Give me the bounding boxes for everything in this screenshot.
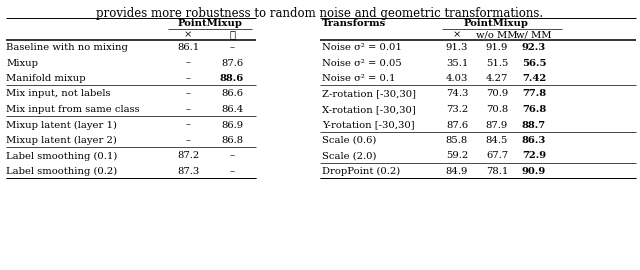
Text: 4.03: 4.03 (446, 74, 468, 83)
Text: 88.6: 88.6 (220, 74, 244, 83)
Text: Label smoothing (0.2): Label smoothing (0.2) (6, 167, 117, 176)
Text: Scale (2.0): Scale (2.0) (322, 151, 376, 160)
Text: –: – (186, 59, 191, 68)
Text: 84.5: 84.5 (486, 136, 508, 145)
Text: 86.4: 86.4 (221, 105, 243, 114)
Text: ×: × (453, 30, 461, 39)
Text: 87.2: 87.2 (177, 151, 199, 160)
Text: Z-rotation [-30,30]: Z-rotation [-30,30] (322, 89, 416, 99)
Text: 78.1: 78.1 (486, 167, 508, 176)
Text: 90.9: 90.9 (522, 167, 546, 176)
Text: w/ MM: w/ MM (516, 30, 552, 39)
Text: Noise σ² = 0.01: Noise σ² = 0.01 (322, 43, 402, 52)
Text: Scale (0.6): Scale (0.6) (322, 136, 376, 145)
Text: 84.9: 84.9 (446, 167, 468, 176)
Text: Mix input, not labels: Mix input, not labels (6, 89, 111, 99)
Text: DropPoint (0.2): DropPoint (0.2) (322, 167, 400, 176)
Text: 76.8: 76.8 (522, 105, 546, 114)
Text: Mixup: Mixup (6, 59, 38, 68)
Text: Mix input from same class: Mix input from same class (6, 105, 140, 114)
Text: 86.6: 86.6 (221, 89, 243, 99)
Text: –: – (186, 120, 191, 130)
Text: 88.7: 88.7 (522, 120, 546, 130)
Text: –: – (186, 105, 191, 114)
Text: PointMixup: PointMixup (177, 19, 243, 29)
Text: –: – (186, 74, 191, 83)
Text: Noise σ² = 0.1: Noise σ² = 0.1 (322, 74, 396, 83)
Text: 86.9: 86.9 (221, 120, 243, 130)
Text: 67.7: 67.7 (486, 151, 508, 160)
Text: 59.2: 59.2 (446, 151, 468, 160)
Text: 86.8: 86.8 (221, 136, 243, 145)
Text: –: – (186, 89, 191, 99)
Text: 87.3: 87.3 (177, 167, 199, 176)
Text: 72.9: 72.9 (522, 151, 546, 160)
Text: PointMixup: PointMixup (463, 19, 528, 29)
Text: 56.5: 56.5 (522, 59, 547, 68)
Text: 77.8: 77.8 (522, 89, 546, 99)
Text: –: – (186, 136, 191, 145)
Text: 51.5: 51.5 (486, 59, 508, 68)
Text: –: – (230, 151, 234, 160)
Text: –: – (230, 43, 234, 52)
Text: Mixup latent (layer 2): Mixup latent (layer 2) (6, 136, 117, 145)
Text: 85.8: 85.8 (446, 136, 468, 145)
Text: provides more robustness to random noise and geometric transformations.: provides more robustness to random noise… (97, 7, 543, 20)
Text: 87.6: 87.6 (221, 59, 243, 68)
Text: Noise σ² = 0.05: Noise σ² = 0.05 (322, 59, 402, 68)
Text: Y-rotation [-30,30]: Y-rotation [-30,30] (322, 120, 415, 130)
Text: 91.9: 91.9 (486, 43, 508, 52)
Text: X-rotation [-30,30]: X-rotation [-30,30] (322, 105, 416, 114)
Text: 70.9: 70.9 (486, 89, 508, 99)
Text: Mixup latent (layer 1): Mixup latent (layer 1) (6, 120, 117, 130)
Text: 87.9: 87.9 (486, 120, 508, 130)
Text: 4.27: 4.27 (486, 74, 508, 83)
Text: 74.3: 74.3 (446, 89, 468, 99)
Text: Transforms: Transforms (322, 19, 387, 29)
Text: w/o MM: w/o MM (476, 30, 518, 39)
Text: 92.3: 92.3 (522, 43, 546, 52)
Text: 91.3: 91.3 (446, 43, 468, 52)
Text: 73.2: 73.2 (446, 105, 468, 114)
Text: 86.1: 86.1 (177, 43, 199, 52)
Text: Label smoothing (0.1): Label smoothing (0.1) (6, 151, 117, 161)
Text: 70.8: 70.8 (486, 105, 508, 114)
Text: 35.1: 35.1 (446, 59, 468, 68)
Text: Manifold mixup: Manifold mixup (6, 74, 86, 83)
Text: 86.3: 86.3 (522, 136, 546, 145)
Text: Baseline with no mixing: Baseline with no mixing (6, 43, 128, 52)
Text: ×: × (184, 30, 192, 39)
Text: 7.42: 7.42 (522, 74, 546, 83)
Text: 87.6: 87.6 (446, 120, 468, 130)
Text: –: – (230, 167, 234, 176)
Text: ✓: ✓ (229, 30, 235, 39)
